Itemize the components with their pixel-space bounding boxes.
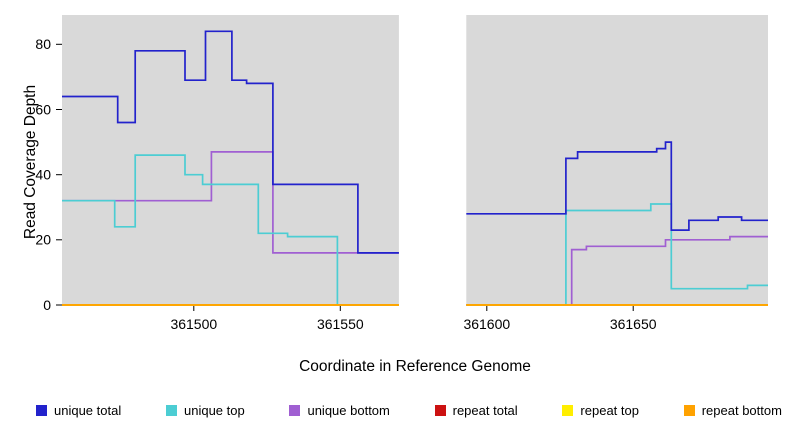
series-line-unique-bottom <box>62 151 768 306</box>
series-line-unique-top <box>62 154 768 306</box>
legend-swatch-repeat-top <box>562 404 574 416</box>
legend-label: unique top <box>183 402 245 418</box>
legend-label: unique bottom <box>307 402 390 418</box>
legend-swatch-repeat-bottom <box>683 404 695 416</box>
legend-item-unique-total: unique total <box>36 403 121 418</box>
legend-item-repeat-top: repeat top <box>562 403 639 418</box>
y-tick-label: 80 <box>35 36 51 52</box>
x-tick-label: 361650 <box>610 316 657 332</box>
legend-swatch-unique-total <box>36 404 47 416</box>
legend-label: repeat top <box>580 402 639 418</box>
y-tick-label: 40 <box>35 167 51 183</box>
legend-item-repeat-total: repeat total <box>434 402 518 418</box>
y-tick-label: 60 <box>35 101 51 117</box>
legend-swatch-repeat-total <box>434 404 446 416</box>
x-tick-label: 361500 <box>170 316 217 332</box>
x-tick-label: 361600 <box>463 316 510 332</box>
no-data-gap <box>398 15 467 305</box>
x-tick-label: 361550 <box>317 316 364 332</box>
y-tick-label: 20 <box>35 232 51 248</box>
legend-label: unique total <box>54 402 122 418</box>
legend-label: repeat bottom <box>701 402 782 418</box>
legend: unique total unique top unique bottom repea… <box>36 399 782 421</box>
x-axis-label: Coordinate in Reference Genome <box>299 358 531 375</box>
y-tick-label: 0 <box>43 297 51 313</box>
y-axis-label: Read Coverage Depth <box>22 84 39 240</box>
legend-swatch-unique-bottom <box>289 404 301 416</box>
legend-item-unique-top: unique top <box>165 402 245 418</box>
legend-item-repeat-bottom: repeat bottom <box>683 402 782 418</box>
legend-label: repeat total <box>452 402 518 418</box>
legend-item-unique-bottom: unique bottom <box>289 402 390 418</box>
series-line-unique-total <box>62 30 768 254</box>
legend-swatch-unique-top <box>165 404 177 416</box>
